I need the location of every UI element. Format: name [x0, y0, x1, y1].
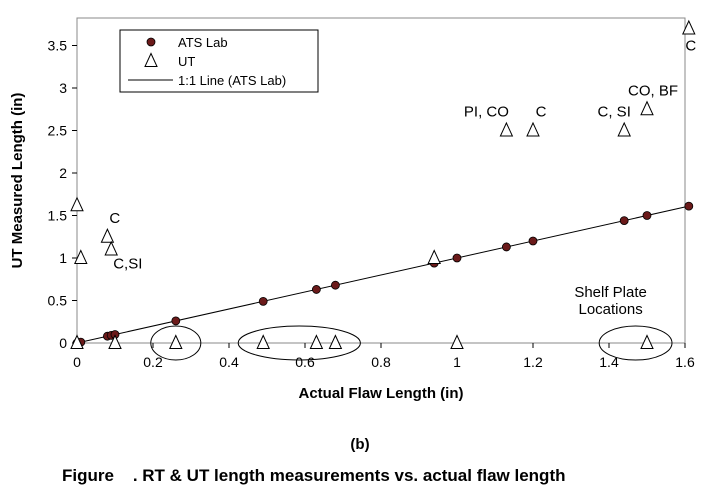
ats-lab-point	[501, 242, 511, 252]
ats-lab-point	[258, 296, 268, 306]
y-tick-label: 3.5	[48, 38, 68, 54]
figure-sublabel: (b)	[350, 436, 370, 453]
y-tick-label: 0	[59, 335, 67, 351]
ut-point	[450, 334, 464, 349]
legend-line-label: 1:1 Line (ATS Lab)	[178, 73, 286, 88]
y-tick-label: 1	[59, 250, 67, 266]
annotation-label: C	[109, 210, 120, 227]
ats-lab-point	[684, 201, 694, 211]
ats-lab-point	[528, 236, 538, 246]
x-tick-label: 1.2	[523, 354, 543, 370]
y-axis-label: UT Measured Length (in)	[9, 93, 26, 269]
ut-point	[640, 334, 654, 349]
ut-point	[70, 334, 84, 349]
ut-point	[74, 249, 88, 264]
ut-point	[526, 121, 540, 137]
annotation-label: C,SI	[113, 256, 142, 273]
ut-point	[309, 334, 324, 349]
one-to-one-line-layer	[76, 205, 689, 344]
x-tick-label: 1.4	[599, 354, 619, 370]
x-tick-label: 0.2	[143, 354, 163, 370]
shelf-plate-ellipse	[150, 325, 202, 361]
ut-point	[256, 334, 270, 349]
x-tick-label: 0.8	[371, 354, 391, 370]
x-tick-label: 1	[453, 354, 461, 370]
annotation-label: Shelf Plate	[574, 284, 647, 301]
ut-point	[100, 228, 115, 243]
annotation-label: C, SI	[598, 104, 631, 121]
y-tick-label: 1.5	[48, 208, 68, 224]
ut-point	[499, 121, 514, 137]
one-to-one-line	[76, 205, 689, 344]
annotation-label: CO, BF	[628, 82, 678, 99]
annotation-label: Locations	[578, 301, 642, 318]
ats-lab-point	[619, 216, 629, 226]
ut-point	[427, 249, 441, 264]
legend-ats-marker	[146, 37, 156, 47]
ats-lab-point	[171, 316, 181, 326]
legend-ut-marker	[144, 52, 158, 67]
ats-lab-point	[330, 280, 340, 290]
x-tick-label: 0	[73, 354, 81, 370]
shelf-plate-ellipse	[237, 325, 361, 361]
y-tick-label: 3	[59, 80, 67, 96]
x-tick-label: 0.6	[295, 354, 315, 370]
annotation-label: C	[536, 104, 547, 121]
ut-point	[682, 19, 696, 35]
figure-caption: Figure . RT & UT length measurements vs.…	[62, 466, 566, 485]
legend: ATS Lab UT 1:1 Line (ATS Lab)	[119, 29, 319, 93]
shelf-plate-ellipse	[598, 325, 673, 361]
ats-lab-point	[642, 211, 652, 220]
ut-point	[104, 240, 118, 256]
annotation-label: PI, CO	[464, 104, 509, 121]
x-axis-label: Actual Flaw Length (in)	[299, 385, 464, 402]
annotation-label: C	[685, 38, 696, 55]
y-tick-label: 2	[59, 165, 67, 181]
legend-ats-label: ATS Lab	[178, 35, 228, 50]
ut-point	[640, 100, 654, 116]
ut-point	[169, 334, 183, 349]
x-tick-label: 0.4	[219, 354, 239, 370]
y-tick-label: 0.5	[48, 293, 68, 309]
ut-point	[108, 334, 122, 349]
x-tick-label: 1.6	[675, 354, 695, 370]
y-tick-label: 2.5	[48, 123, 68, 139]
ut-point	[617, 121, 631, 137]
ats-lab-point	[311, 285, 321, 294]
data-points	[70, 19, 696, 349]
shelf-plate-ellipses	[150, 325, 673, 361]
annotations: C C,SI PI, CO C C, SI CO, BF C Shelf PlateLocat…	[109, 38, 696, 319]
ats-lab-point	[452, 253, 462, 263]
legend-ut-label: UT	[178, 54, 195, 69]
ut-point	[70, 196, 84, 212]
scatter-chart: 0 0.5 1 1.5 2 2.5 3 3.5 0 0.2 0.4 0.6 0.8 1 1.2 1.4 1.6 A…	[9, 17, 696, 402]
axes: 0 0.5 1 1.5 2 2.5 3 3.5 0 0.2 0.4 0.6 0.8 1 1.2 1.4 1.6 A…	[9, 17, 695, 402]
ut-point	[328, 334, 343, 349]
